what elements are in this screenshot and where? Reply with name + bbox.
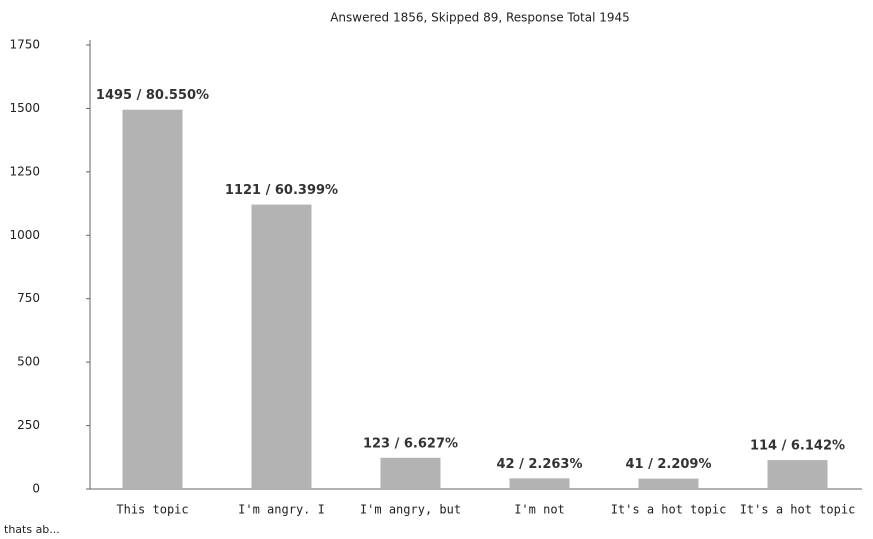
data-label: 1495 / 80.550%	[96, 88, 209, 103]
y-tick-label: 1500	[9, 101, 40, 115]
y-tick-label: 500	[17, 355, 40, 369]
data-label: 41 / 2.209%	[625, 457, 711, 472]
bar	[767, 460, 828, 489]
y-tick-label: 750	[17, 291, 40, 305]
data-label: 114 / 6.142%	[750, 439, 845, 454]
bar	[122, 109, 183, 489]
x-tick-label: It's a hot topic	[611, 503, 727, 517]
x-tick-label: It's a hot topic	[740, 503, 856, 517]
data-label: 42 / 2.263%	[496, 457, 582, 472]
y-tick-label: 0	[32, 482, 40, 496]
y-tick-label: 250	[17, 418, 40, 432]
x-tick-label: I'm angry. I	[238, 503, 325, 517]
y-tick-label: 1250	[9, 164, 40, 178]
chart-title: Answered 1856, Skipped 89, Response Tota…	[330, 11, 630, 25]
bar	[638, 478, 699, 489]
x-tick-label: I'm not	[514, 503, 565, 517]
y-tick-label: 1000	[9, 228, 40, 242]
x-tick-label: This topic	[116, 503, 188, 517]
data-label: 123 / 6.627%	[363, 436, 458, 451]
y-tick-label: 1750	[9, 38, 40, 52]
bar	[380, 457, 441, 489]
x-tick-label: I'm angry, but	[360, 503, 461, 517]
bar	[251, 204, 312, 489]
bar	[509, 478, 570, 489]
footnote: thats ab...	[4, 523, 60, 536]
data-label: 1121 / 60.399%	[225, 183, 338, 198]
